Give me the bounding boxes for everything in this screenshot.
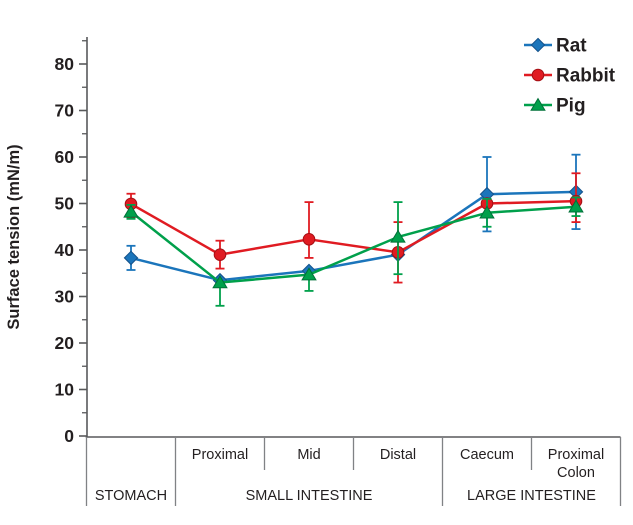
marker-circle: [531, 68, 545, 82]
series-line: [130, 190, 577, 282]
segment-label: Mid: [297, 447, 320, 463]
y-tick-label: 60: [55, 147, 75, 167]
y-tick-label: 80: [55, 54, 75, 74]
legend-label: Rat: [556, 36, 587, 57]
marker-diamond: [123, 250, 139, 266]
y-tick-label: 70: [55, 101, 75, 121]
legend-item-rat: Rat: [524, 36, 587, 57]
segment-label: Distal: [380, 447, 416, 463]
group-label: STOMACH: [95, 488, 167, 504]
series-rat: [123, 153, 584, 288]
segment-label: Caecum: [460, 447, 514, 463]
legend: Rat Rabbit Pig: [524, 36, 616, 117]
series-line: [130, 205, 577, 284]
segment-label: Colon: [557, 465, 595, 481]
group-label: LARGE INTESTINE: [467, 488, 596, 504]
marker-triangle: [301, 267, 317, 281]
marker-triangle: [390, 229, 406, 243]
y-tick-label: 30: [55, 287, 75, 307]
y-axis-title: Surface tension (mN/m): [5, 144, 23, 329]
marker-circle: [302, 233, 316, 246]
group-label: SMALL INTESTINE: [246, 488, 373, 504]
marker-diamond: [530, 37, 546, 53]
axes: 0 10 20 30 40 50 60 70 80 Surface tension (mN/m): [5, 37, 621, 446]
y-tick-label: 50: [55, 194, 75, 214]
marker-triangle: [479, 205, 495, 219]
series-pig: [123, 196, 584, 307]
y-tick-label: 0: [64, 426, 74, 446]
series-rabbit: [124, 172, 583, 284]
marker-circle: [213, 248, 227, 261]
marker-triangle: [212, 275, 228, 289]
marker-triangle: [568, 199, 584, 213]
y-tick-label: 10: [55, 380, 75, 400]
legend-item-pig: Pig: [524, 96, 586, 117]
segment-label: Proximal: [192, 447, 248, 463]
marker-triangle: [530, 97, 546, 111]
y-tick-label: 40: [55, 240, 75, 260]
legend-item-rabbit: Rabbit: [524, 66, 616, 87]
segment-label: Proximal: [548, 447, 604, 463]
legend-label: Rabbit: [556, 66, 616, 87]
legend-label: Pig: [556, 96, 586, 117]
y-tick-label: 20: [55, 333, 75, 353]
category-axis: Proximal Mid Distal Caecum Proximal Colon STOM…: [85, 437, 622, 506]
marker-triangle: [123, 204, 139, 218]
series-line: [130, 199, 577, 256]
